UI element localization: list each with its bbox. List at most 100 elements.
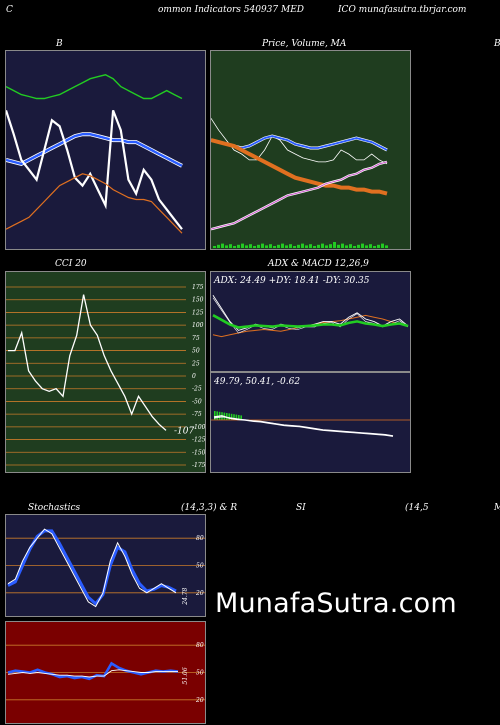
macd-histogram-bar bbox=[214, 411, 216, 420]
cci-tick-label: -125 bbox=[192, 437, 205, 444]
volume-bar bbox=[221, 243, 224, 248]
cci-tick-label: 0 bbox=[192, 373, 196, 380]
bollinger-svg bbox=[6, 74, 183, 234]
stochastics-svg: 80 50 20 24.78 bbox=[6, 528, 205, 608]
cci-tick-label: 125 bbox=[192, 309, 204, 316]
cci-tick-label: -50 bbox=[192, 398, 202, 405]
macd-histogram-bar bbox=[235, 414, 238, 420]
volume-bar bbox=[253, 246, 256, 248]
volume-bar bbox=[293, 246, 296, 248]
macd-histogram-bar bbox=[226, 413, 228, 420]
macd-histogram-bar bbox=[230, 413, 233, 420]
macd-values: 49.79, 50.41, -0.62 bbox=[214, 377, 301, 387]
macd-histogram-bar bbox=[228, 413, 230, 420]
adx-panel: ADX: 24.49 +DY: 18.41 -DY: 30.35 bbox=[210, 271, 411, 372]
bb-middle-outline bbox=[6, 132, 183, 168]
volume-bar bbox=[317, 244, 320, 248]
rsi-tick-label: 50 bbox=[196, 670, 204, 677]
bb-price-line bbox=[6, 110, 183, 230]
cci-tick-label: 100 bbox=[192, 322, 204, 329]
volume-bar bbox=[309, 244, 312, 248]
volume-bar bbox=[213, 246, 216, 248]
rsi-panel: 80 50 20 51.06 bbox=[5, 621, 206, 724]
right-edge-lower: M bbox=[494, 503, 500, 513]
volume-bar bbox=[241, 243, 244, 248]
macd-histogram-bar bbox=[240, 415, 242, 420]
macd-svg bbox=[211, 411, 410, 437]
volume-bar bbox=[237, 244, 240, 248]
volume-bar bbox=[305, 245, 308, 248]
volume-bar bbox=[233, 246, 236, 248]
cci-tick-label: -175 bbox=[192, 462, 205, 469]
volume-bar bbox=[269, 244, 272, 248]
volume-bar bbox=[301, 243, 304, 248]
volume-bar bbox=[313, 246, 316, 248]
volume-bar bbox=[261, 243, 264, 248]
volume-bar bbox=[381, 243, 384, 248]
volume-bar bbox=[285, 245, 288, 248]
macd-signal-line bbox=[213, 416, 394, 436]
volume-bar bbox=[361, 243, 364, 248]
header-right: ICO munafasutra.tbrjar.com bbox=[338, 5, 467, 15]
right-edge-label: B bbox=[494, 39, 500, 49]
volume-bar bbox=[217, 244, 220, 248]
bb-lower-band bbox=[6, 173, 183, 234]
stoch-d-line bbox=[7, 529, 177, 606]
volume-bar bbox=[321, 243, 324, 248]
volume-bar bbox=[377, 244, 380, 248]
watermark: MunafaSutra.com bbox=[215, 588, 457, 619]
macd-panel: 49.79, 50.41, -0.62 bbox=[210, 372, 411, 473]
bb-title: B bbox=[56, 39, 63, 49]
header-left: C bbox=[6, 5, 13, 15]
price-ma-slow bbox=[211, 161, 388, 230]
volume-bar bbox=[373, 246, 376, 248]
cci-last-label: -107 bbox=[174, 426, 194, 436]
adx-values: ADX: 24.49 +DY: 18.41 -DY: 30.35 bbox=[214, 276, 370, 286]
volume-bar bbox=[345, 245, 348, 248]
cci-title: CCI 20 bbox=[55, 259, 87, 269]
cci-tick-label: -100 bbox=[192, 424, 205, 431]
rsi-last-label: 51.06 bbox=[182, 667, 189, 684]
volume-bar bbox=[385, 245, 388, 248]
price-panel bbox=[210, 50, 411, 250]
price-close-line bbox=[211, 118, 388, 165]
rsi-svg: 80 50 20 51.06 bbox=[6, 642, 205, 704]
volume-bar bbox=[281, 243, 284, 248]
price-title: Price, Volume, MA bbox=[262, 39, 347, 49]
cci-tick-label: -75 bbox=[192, 411, 202, 418]
stochastics-panel: 80 50 20 24.78 bbox=[5, 514, 206, 617]
volume-bar bbox=[353, 246, 356, 248]
adx-svg bbox=[212, 294, 409, 338]
stoch-title-d: (14,5 bbox=[405, 503, 429, 513]
stoch-title-b: (14,3,3) & R bbox=[181, 503, 238, 513]
volume-bar bbox=[329, 244, 332, 248]
rsi-tick-label: 20 bbox=[195, 697, 204, 704]
volume-bar bbox=[229, 244, 232, 248]
cci-tick-label: 25 bbox=[191, 360, 200, 367]
volume-bar bbox=[289, 244, 292, 248]
macd-histogram-bar bbox=[238, 415, 240, 420]
bollinger-panel bbox=[5, 50, 206, 250]
rsi-tick-label: 80 bbox=[196, 642, 204, 649]
cci-line bbox=[8, 294, 167, 431]
stoch-tick-label: 50 bbox=[196, 563, 204, 570]
volume-bar bbox=[277, 244, 280, 248]
cci-tick-label: 175 bbox=[192, 284, 204, 291]
volume-bar bbox=[337, 244, 340, 248]
rsi-signal-line bbox=[7, 669, 178, 678]
volume-bar bbox=[333, 242, 336, 248]
cci-tick-label: 50 bbox=[192, 348, 200, 355]
cci-tick-label: -25 bbox=[192, 386, 202, 393]
volume-bar bbox=[265, 245, 268, 248]
cci-tick-label: -150 bbox=[192, 449, 205, 456]
stoch-title-c: SI bbox=[296, 503, 306, 513]
macd-histogram-bar bbox=[216, 411, 218, 420]
macd-histogram-bar bbox=[233, 414, 235, 420]
volume-bar bbox=[297, 244, 300, 248]
volume-bar bbox=[365, 245, 368, 248]
volume-bar bbox=[249, 244, 252, 248]
stoch-k-line bbox=[7, 528, 177, 608]
volume-bar bbox=[245, 245, 248, 248]
stoch-last-label: 24.78 bbox=[182, 587, 189, 605]
cci-tick-label: 75 bbox=[192, 335, 200, 342]
